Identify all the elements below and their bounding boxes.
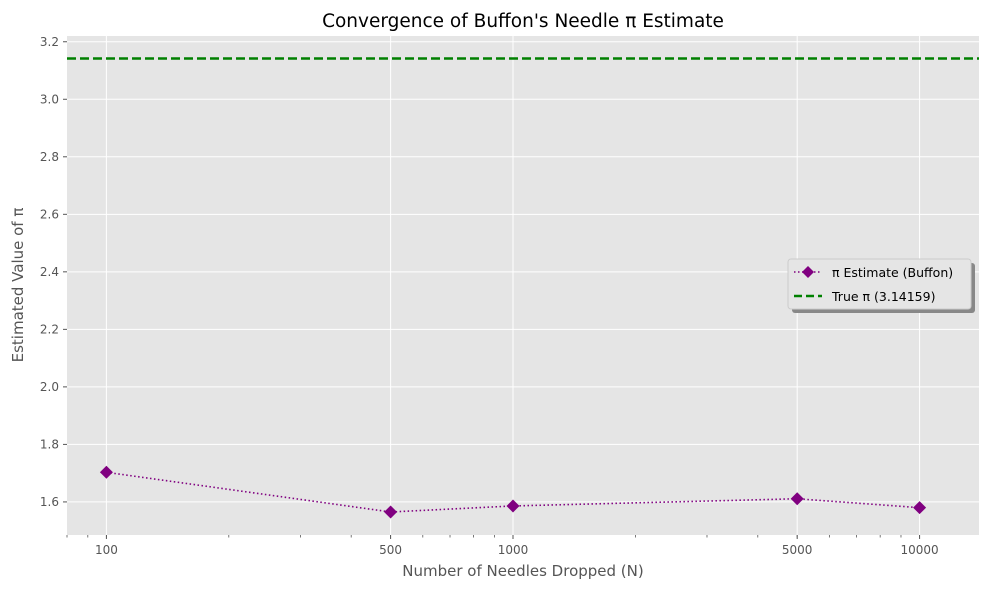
- series-layer: [99, 465, 927, 519]
- y-axis-title: Estimated Value of π: [9, 208, 27, 363]
- minor-ticks: [66, 535, 920, 538]
- y-tick-label: 2.4: [40, 265, 59, 279]
- x-tick-label: 10000: [900, 543, 938, 557]
- legend-series-label: π Estimate (Buffon): [832, 265, 953, 280]
- legend-box: [787, 258, 972, 310]
- legend: π Estimate (Buffon) True π (3.14159): [787, 258, 975, 313]
- x-tick-label: 5000: [782, 543, 813, 557]
- data-point-marker: [790, 492, 804, 506]
- x-tick-label: 1000: [498, 543, 529, 557]
- y-tick-label: 3.2: [40, 35, 59, 49]
- y-tick-label: 2.2: [40, 322, 59, 336]
- x-axis-title: Number of Needles Dropped (N): [402, 562, 643, 580]
- x-tick-label: 100: [95, 543, 118, 557]
- data-point-marker: [99, 465, 113, 479]
- y-tick-label: 1.8: [40, 437, 59, 451]
- data-point-marker: [913, 501, 927, 515]
- y-axis: 1.6 1.8 2.0 2.2 2.4 2.6 2.8 3.0 3.2: [40, 35, 67, 509]
- y-tick-label: 3.0: [40, 92, 59, 106]
- x-axis: 100 500 1000 5000 10000: [95, 535, 939, 557]
- data-point-marker: [384, 505, 398, 519]
- chart-title: Convergence of Buffon's Needle π Estimat…: [322, 11, 724, 32]
- y-tick-label: 2.8: [40, 150, 59, 164]
- y-tick-label: 2.0: [40, 380, 59, 394]
- x-tick-label: 500: [379, 543, 402, 557]
- data-point-marker: [506, 499, 520, 513]
- legend-reference-label: True π (3.14159): [831, 289, 935, 304]
- y-tick-label: 2.6: [40, 207, 59, 221]
- legend-series-marker: [802, 266, 814, 278]
- y-tick-label: 1.6: [40, 495, 59, 509]
